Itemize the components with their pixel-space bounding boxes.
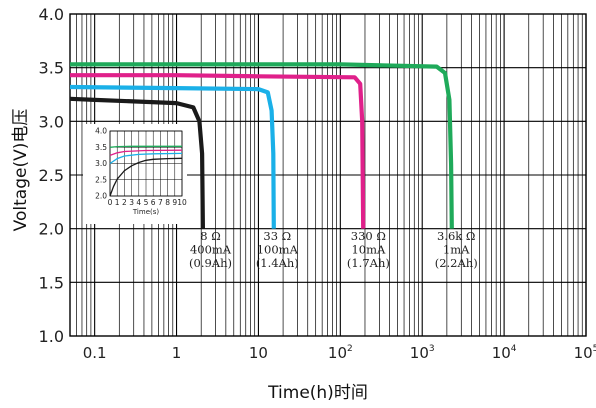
load-annotation-line: 10mA — [351, 243, 386, 257]
load-annotation-line: (1.4Ah) — [256, 256, 299, 270]
inset-x-tick-label: 3 — [129, 198, 134, 207]
x-tick-label: 10 — [249, 344, 268, 362]
inset-x-tick-label: 10 — [177, 198, 187, 207]
x-axis-label: Time(h)时间 — [267, 383, 368, 403]
x-tick-exponent: 4 — [511, 344, 517, 354]
inset-x-axis-label: Time(s) — [132, 208, 160, 216]
x-tick-label: 104 — [492, 344, 517, 362]
y-tick-label: 3.0 — [39, 112, 64, 131]
inset-x-tick-label: 7 — [158, 198, 163, 207]
x-tick-label: 102 — [328, 344, 353, 362]
main-ticks: 1.01.52.02.53.03.54.00.1 1 10 102 103 104 105 — [39, 5, 596, 362]
x-tick-label: 103 — [410, 344, 435, 362]
inset-y-tick-label: 2.5 — [95, 175, 107, 184]
inset-series-blue — [109, 152, 183, 165]
y-tick-label: 3.5 — [39, 59, 64, 78]
load-annotation-line: 1mA — [443, 243, 470, 257]
series-line-magenta — [70, 73, 366, 229]
plot-frame — [69, 13, 587, 337]
y-tick-label: 2.5 — [39, 166, 64, 185]
y-axis-label: Voltage(V)电压 — [11, 109, 31, 232]
load-annotation-line: (1.7Ah) — [347, 256, 390, 270]
series-line-green — [70, 62, 454, 229]
y-tick-label: 1.0 — [39, 327, 64, 346]
inset-background — [83, 124, 187, 224]
inset-panel — [83, 124, 187, 224]
y-tick-label: 4.0 — [39, 5, 64, 24]
inset-series-black — [109, 157, 183, 197]
inset-x-tick-label: 6 — [151, 198, 156, 207]
x-tick-exponent: 2 — [347, 344, 353, 354]
load-annotation-line: 3.6k Ω — [437, 229, 475, 243]
inset-series-magenta — [109, 149, 183, 157]
y-tick-label: 2.0 — [39, 220, 64, 239]
inset-y-tick-label: 4.0 — [95, 127, 107, 136]
load-annotation-line: 400mA — [190, 243, 232, 257]
load-annotation-line: 33 Ω — [263, 229, 291, 243]
load-annotation-line: (2.2Ah) — [435, 256, 478, 270]
inset-x-tick-label: 4 — [136, 198, 141, 207]
inset-series-green — [109, 145, 182, 148]
load-annotation-line: (0.9Ah) — [189, 256, 232, 270]
inset-content: 2.0 2.5 3.0 3.5 4.0 0 1 2 3 4 5 6 7 8 9 10 Time(s) — [95, 127, 187, 217]
x-tick-exponent: 5 — [593, 344, 596, 354]
load-annotation-line: 8 Ω — [200, 229, 221, 243]
x-tick-label: 1 — [172, 344, 182, 362]
y-tick-label: 1.5 — [39, 273, 64, 292]
main-series — [69, 62, 454, 229]
inset-y-tick-label: 2.0 — [95, 192, 107, 201]
load-annotation-line: 330 Ω — [351, 229, 386, 243]
series-line-black — [69, 96, 205, 229]
inset-x-tick-label: 9 — [172, 198, 177, 207]
inset-x-tick-label: 5 — [144, 198, 149, 207]
load-annotation-line: 100mA — [257, 243, 299, 257]
inset-x-tick-label: 8 — [165, 198, 170, 207]
inset-x-tick-label: 2 — [122, 198, 127, 207]
x-tick-label: 0.1 — [83, 344, 107, 362]
inset-y-tick-label: 3.0 — [95, 159, 107, 168]
series-line-blue — [69, 84, 276, 229]
inset-x-tick-label: 1 — [115, 198, 120, 207]
x-tick-exponent: 3 — [429, 344, 435, 354]
inset-x-tick-label: 0 — [108, 198, 113, 207]
x-tick-label: 105 — [574, 344, 596, 362]
inset-y-tick-label: 3.5 — [95, 143, 107, 152]
